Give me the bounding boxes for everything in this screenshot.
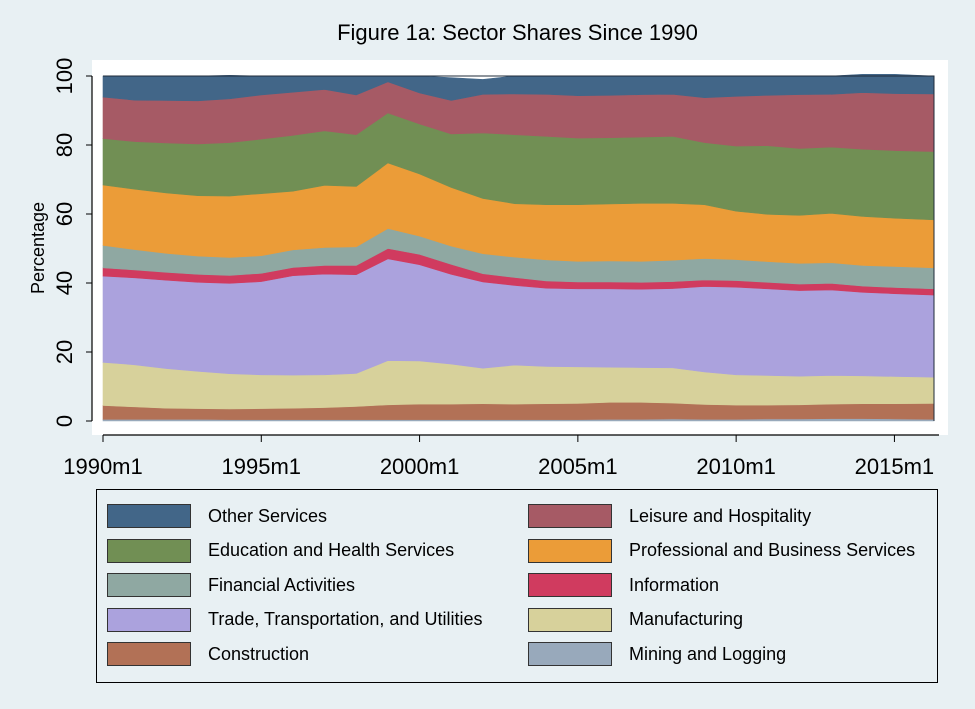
legend-item-construction: Construction [107, 640, 309, 668]
legend-item-information: Information [528, 571, 719, 599]
legend-swatch [107, 573, 191, 597]
x-tick-label: 1990m1 [63, 454, 143, 479]
legend-item-professional-and-business-services: Professional and Business Services [528, 537, 915, 565]
legend-label: Trade, Transportation, and Utilities [208, 609, 483, 629]
legend-label: Financial Activities [208, 574, 356, 595]
legend-label: Education and Health Services [208, 540, 455, 560]
area-outline [103, 75, 935, 421]
legend-label: Mining and Logging [629, 643, 787, 664]
legend-swatch [528, 504, 612, 528]
legend-swatch [107, 504, 191, 528]
legend-item-other-services: Other Services [107, 502, 327, 530]
axes: 0 20 40 60 80 100 1990m1 1995m1 2000m1 2005m1 2010… [52, 58, 939, 479]
legend-swatch [528, 607, 612, 632]
x-tick-label: 2000m1 [380, 454, 460, 479]
legend-item-financial-activities: Financial Activities [107, 571, 355, 599]
x-tick-label: 1995m1 [222, 454, 302, 479]
x-tick-label: 2015m1 [855, 454, 935, 479]
legend-item-manufacturing: Manufacturing [528, 606, 743, 634]
stacked-areas [102, 73, 935, 422]
legend-item-leisure-and-hospitality: Leisure and Hospitality [528, 502, 811, 530]
legend-label: Manufacturing [629, 609, 744, 629]
legend-item-education-and-health-services: Education and Health Services [107, 537, 454, 565]
chart-title: Figure 1a: Sector Shares Since 1990 [337, 20, 698, 45]
legend-label: Professional and Business Services [629, 540, 916, 560]
legend-label: Information [629, 574, 720, 595]
x-tick-label: 2010m1 [696, 454, 776, 479]
x-tick-label: 2005m1 [538, 454, 618, 479]
legend-item-mining-and-logging: Mining and Logging [528, 640, 786, 668]
legend-swatch [528, 642, 612, 666]
legend-swatch [528, 538, 612, 563]
legend-swatch [107, 607, 191, 632]
y-tick-label: 20 [52, 340, 77, 364]
y-tick-label: 0 [52, 415, 77, 427]
legend-label: Leisure and Hospitality [629, 505, 812, 526]
y-tick-label: 100 [52, 58, 77, 95]
legend-swatch [107, 642, 191, 666]
y-tick-label: 80 [52, 133, 77, 157]
y-tick-label: 40 [52, 271, 77, 295]
legend-label: Construction [208, 643, 310, 664]
y-tick-label: 60 [52, 202, 77, 226]
legend-label: Other Services [208, 505, 328, 526]
legend-item-trade-transportation-and-utilities: Trade, Transportation, and Utilities [107, 606, 482, 634]
legend: Other Services Education and Health Servi… [96, 489, 938, 683]
legend-swatch [528, 573, 612, 597]
legend-swatch [107, 538, 191, 563]
y-axis-label: Percentage [28, 202, 48, 294]
